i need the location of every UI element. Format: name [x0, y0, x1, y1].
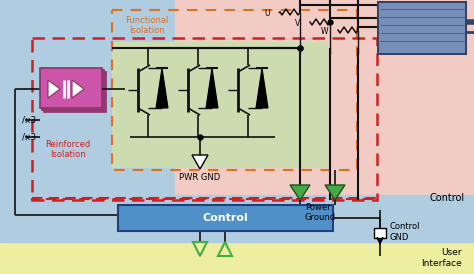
Text: Control
GND: Control GND	[390, 222, 420, 242]
Bar	[374, 228, 386, 238]
Bar	[44, 72, 106, 112]
Polygon shape	[256, 68, 268, 108]
Polygon shape	[156, 68, 168, 108]
Bar	[40, 68, 102, 108]
Text: Reinforced
Isolation: Reinforced Isolation	[46, 140, 91, 159]
Text: Functional
Isolation: Functional Isolation	[125, 16, 169, 35]
Polygon shape	[192, 155, 208, 169]
Text: /x3: /x3	[22, 133, 36, 141]
Bar	[42, 70, 104, 110]
Bar	[112, 42, 327, 167]
Text: PWR GND: PWR GND	[179, 173, 220, 182]
Text: Power
Ground: Power Ground	[305, 203, 336, 222]
Text: U: U	[264, 10, 270, 19]
Polygon shape	[72, 80, 84, 98]
Polygon shape	[290, 185, 310, 200]
Text: User
Interface: User Interface	[421, 248, 462, 268]
Bar	[32, 198, 377, 199]
Text: W: W	[320, 27, 328, 36]
Bar	[378, 2, 466, 54]
Text: Control: Control	[430, 193, 465, 203]
Text: /x3: /x3	[22, 116, 36, 124]
Text: V: V	[295, 19, 300, 28]
Bar	[0, 195, 474, 242]
Polygon shape	[206, 68, 218, 108]
Bar	[32, 38, 377, 200]
Bar	[0, 242, 474, 274]
Bar	[118, 205, 333, 231]
Bar	[175, 0, 474, 200]
Bar	[112, 10, 357, 170]
Polygon shape	[325, 185, 345, 200]
Text: Control: Control	[202, 213, 248, 223]
Polygon shape	[48, 80, 60, 98]
